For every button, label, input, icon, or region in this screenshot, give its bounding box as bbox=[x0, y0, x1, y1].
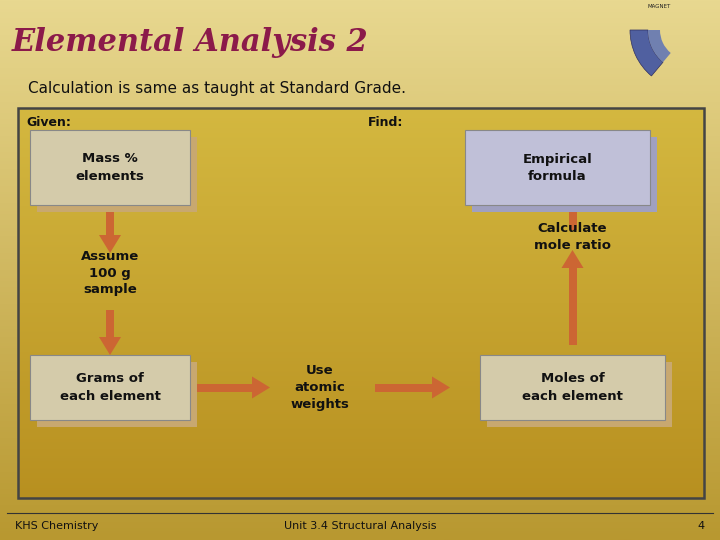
Bar bbox=[106, 310, 114, 337]
Text: Grams of
each element: Grams of each element bbox=[60, 373, 161, 402]
Wedge shape bbox=[648, 30, 671, 62]
Text: Calculate
mole ratio: Calculate mole ratio bbox=[534, 222, 611, 252]
Polygon shape bbox=[432, 376, 450, 399]
Bar bbox=[195, 383, 252, 392]
Text: Empirical
formula: Empirical formula bbox=[523, 152, 593, 183]
Text: Mass %
elements: Mass % elements bbox=[76, 152, 145, 183]
Text: 4: 4 bbox=[698, 521, 705, 531]
Bar bbox=[569, 158, 577, 230]
Bar bbox=[37, 362, 197, 427]
Text: Calculation is same as taught at Standard Grade.: Calculation is same as taught at Standar… bbox=[28, 80, 406, 96]
Text: Find:: Find: bbox=[368, 116, 403, 129]
Bar bbox=[30, 355, 190, 420]
Text: Elemental Analysis 2: Elemental Analysis 2 bbox=[12, 26, 369, 57]
Bar bbox=[37, 137, 197, 212]
Text: MAGNET: MAGNET bbox=[648, 4, 671, 9]
Polygon shape bbox=[562, 140, 583, 158]
Text: Given:: Given: bbox=[26, 116, 71, 129]
Text: Use
atomic
weights: Use atomic weights bbox=[291, 364, 349, 411]
Polygon shape bbox=[99, 337, 121, 355]
Polygon shape bbox=[252, 376, 270, 399]
Bar bbox=[487, 362, 672, 427]
Text: Moles of
each element: Moles of each element bbox=[522, 373, 623, 402]
Text: KHS Chemistry: KHS Chemistry bbox=[15, 521, 99, 531]
Bar bbox=[106, 209, 114, 235]
Bar bbox=[18, 108, 704, 498]
Bar bbox=[375, 383, 432, 392]
Bar bbox=[472, 137, 657, 212]
Wedge shape bbox=[630, 30, 663, 76]
Bar bbox=[30, 130, 190, 205]
Bar bbox=[480, 355, 665, 420]
Bar bbox=[465, 130, 650, 205]
Text: Unit 3.4 Structural Analysis: Unit 3.4 Structural Analysis bbox=[284, 521, 436, 531]
Text: Assume
100 g
sample: Assume 100 g sample bbox=[81, 249, 139, 296]
Bar bbox=[569, 268, 577, 345]
Polygon shape bbox=[99, 235, 121, 253]
Polygon shape bbox=[562, 250, 583, 268]
